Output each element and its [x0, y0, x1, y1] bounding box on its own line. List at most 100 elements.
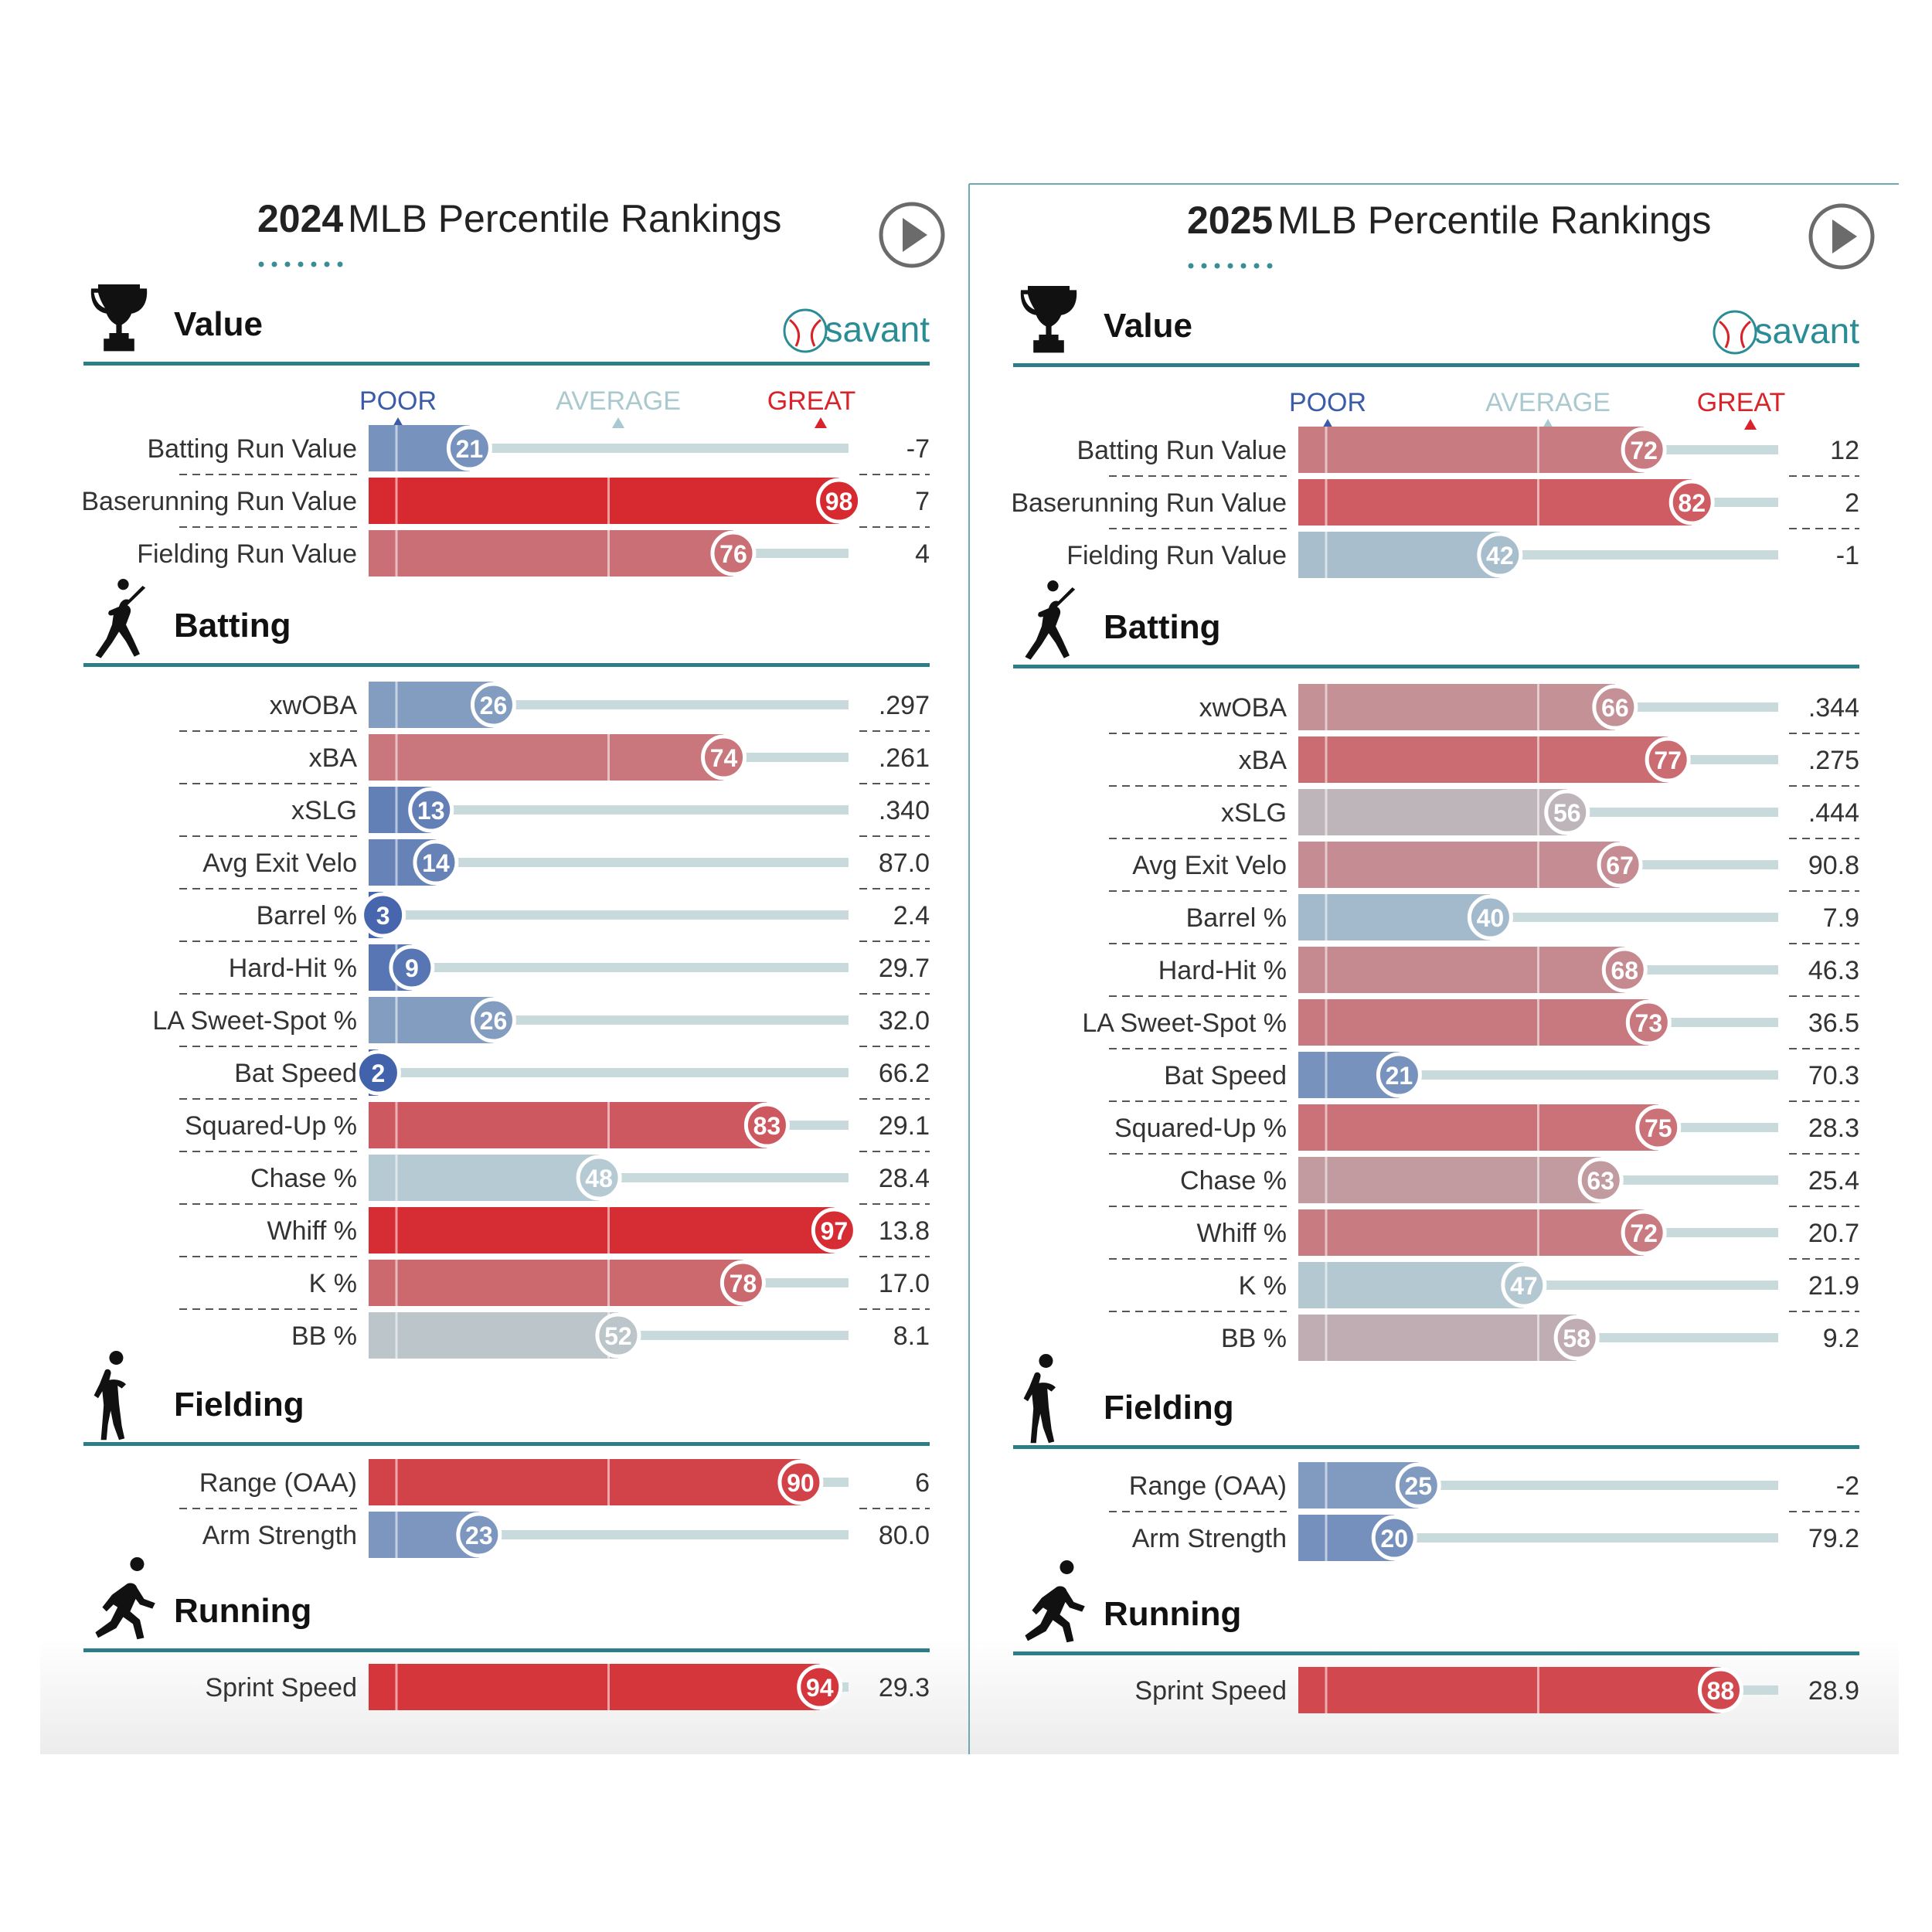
metric-value: .444 — [1808, 798, 1859, 828]
metric-label: BB % — [291, 1321, 357, 1351]
percentile-bar — [1298, 532, 1500, 578]
scale-label-poor: POOR — [1289, 388, 1366, 417]
percentile-bar — [1298, 736, 1668, 783]
percentile-bubble — [1597, 842, 1643, 888]
metric-value: .344 — [1808, 693, 1859, 723]
percentile-value: 72 — [1630, 1219, 1658, 1247]
metric-label: Squared-Up % — [1114, 1114, 1287, 1143]
metric-value: 28.4 — [879, 1164, 930, 1193]
baseball-icon — [1713, 310, 1757, 355]
metric-label: Barrel % — [1186, 903, 1287, 933]
metric-value: 36.5 — [1808, 1009, 1859, 1038]
metric-label: LA Sweet-Spot % — [1082, 1009, 1287, 1038]
percentile-bar — [369, 1260, 743, 1306]
percentile-value: 74 — [710, 744, 738, 772]
percentile-bar — [1298, 789, 1567, 835]
percentile-track — [369, 858, 849, 867]
title-underline-dot — [271, 261, 277, 267]
metric-row: Bat Speed 2 66.2 — [179, 1049, 930, 1100]
percentile-bubble — [1395, 1462, 1441, 1509]
percentile-bubble — [701, 734, 747, 781]
percentile-bar — [1298, 1262, 1524, 1308]
metric-label: xBA — [1239, 746, 1287, 775]
metric-row: xSLG 56 .444 — [1109, 789, 1859, 839]
section-title: Fielding — [1104, 1389, 1234, 1427]
metric-row: Fielding Run Value 76 4 — [137, 530, 930, 577]
percentile-bar — [1298, 1157, 1601, 1203]
percentile-bubble — [1577, 1157, 1624, 1203]
percentile-bar — [369, 1312, 618, 1359]
percentile-value: 3 — [376, 902, 390, 930]
savant-brand-text: savant — [825, 309, 930, 349]
percentile-bar — [369, 1102, 767, 1148]
metric-label: Fielding Run Value — [1066, 541, 1287, 570]
section-title: Batting — [1104, 608, 1221, 646]
baseball-icon — [783, 308, 828, 353]
panel-title-year: 2024 — [257, 197, 343, 240]
metric-label: Range (OAA) — [199, 1468, 357, 1498]
panel-title: MLB Percentile Rankings — [348, 197, 781, 240]
metric-value: 2.4 — [893, 901, 930, 930]
percentile-bar — [369, 1664, 820, 1710]
percentile-bubble — [1376, 1052, 1422, 1098]
fielder-icon — [1023, 1354, 1056, 1444]
percentile-bubble — [1625, 999, 1672, 1046]
percentile-value: 76 — [719, 540, 747, 568]
play-icon — [903, 218, 927, 252]
metric-value: 80.0 — [879, 1521, 930, 1550]
metric-label: Baserunning Run Value — [81, 487, 357, 516]
metric-value: 90.8 — [1808, 851, 1859, 880]
baseball-stitch — [1719, 320, 1730, 349]
metric-row: Bat Speed 21 70.3 — [1109, 1052, 1859, 1102]
metric-label: xBA — [309, 743, 358, 773]
section-title: Batting — [174, 607, 291, 645]
metric-value: 29.7 — [879, 954, 930, 983]
title-underline-dot — [324, 261, 330, 267]
fielder-icon-shape — [94, 1351, 126, 1440]
play-button[interactable] — [1808, 203, 1875, 270]
percentile-track — [369, 910, 849, 920]
metric-value: 4 — [915, 539, 930, 569]
percentile-bubble — [1645, 736, 1691, 783]
percentile-value: 94 — [806, 1674, 834, 1702]
percentile-bubble — [1592, 684, 1638, 730]
percentile-bar — [1298, 479, 1692, 526]
scale-label-great: GREAT — [1697, 388, 1786, 417]
batter-icon — [95, 579, 146, 658]
percentile-bubble — [1621, 427, 1667, 473]
percentile-value: 40 — [1477, 904, 1505, 932]
metric-row: K % 78 17.0 — [179, 1260, 930, 1310]
title-underline-dot — [311, 261, 317, 267]
percentile-bubble — [1477, 532, 1523, 578]
percentile-bubble — [1668, 479, 1715, 526]
metric-value: -2 — [1836, 1471, 1859, 1501]
metric-value: 70.3 — [1808, 1061, 1859, 1090]
metric-label: Sprint Speed — [1134, 1676, 1287, 1706]
metric-label: Fielding Run Value — [137, 539, 357, 569]
percentile-bubble — [1635, 1104, 1682, 1151]
play-button[interactable] — [879, 202, 945, 268]
percentile-value: 68 — [1611, 957, 1638, 985]
section-rule — [83, 362, 930, 366]
metric-label: Avg Exit Velo — [202, 849, 357, 878]
metric-label: Chase % — [1180, 1166, 1287, 1196]
percentile-bar — [1298, 1209, 1645, 1256]
percentile-value: 14 — [422, 849, 450, 877]
percentile-bubble — [576, 1155, 622, 1201]
percentile-value: 77 — [1654, 747, 1682, 774]
metric-row: LA Sweet-Spot % 73 36.5 — [1082, 999, 1859, 1049]
percentile-bubble — [456, 1512, 502, 1558]
title-underline-dot — [1214, 263, 1220, 269]
scale-label-average: AVERAGE — [556, 386, 681, 416]
metric-value: -1 — [1836, 541, 1859, 570]
batter-icon-shape — [1025, 580, 1076, 660]
title-underline-dot — [1253, 263, 1260, 269]
metric-row: xSLG 13 .340 — [179, 787, 930, 837]
percentile-value: 20 — [1380, 1525, 1408, 1553]
scale-marker-great — [1744, 419, 1757, 430]
percentile-track — [369, 1068, 849, 1077]
metric-row: Squared-Up % 83 29.1 — [179, 1102, 930, 1152]
percentile-bubble — [1621, 1209, 1667, 1256]
metric-value: .340 — [879, 796, 930, 825]
